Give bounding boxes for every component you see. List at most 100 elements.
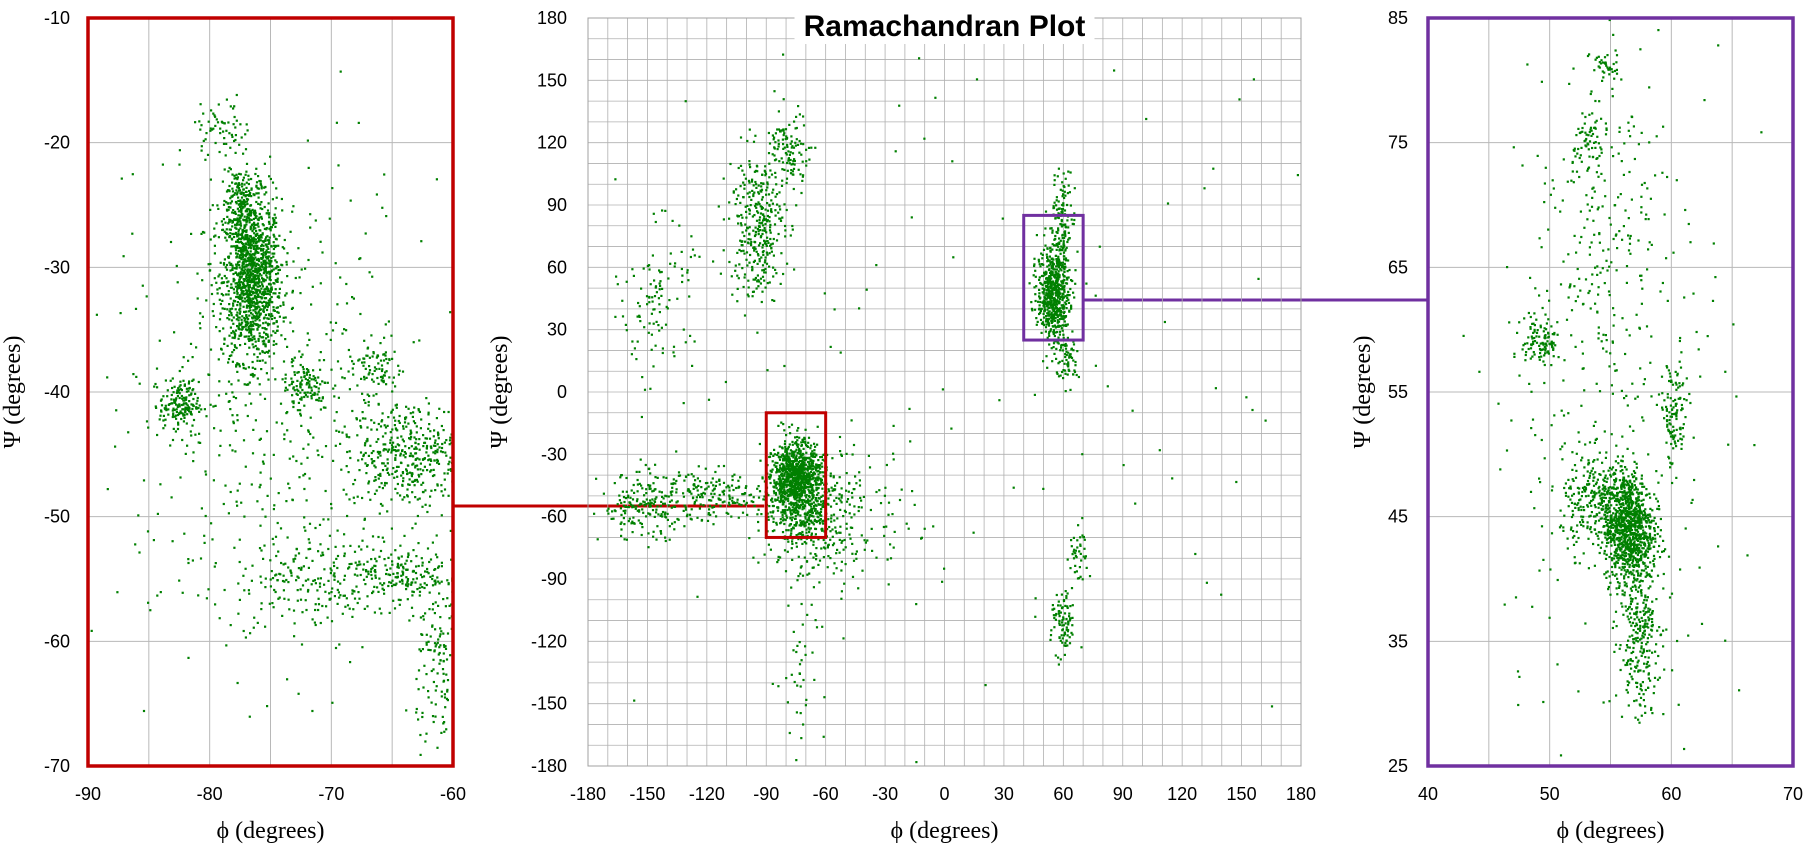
data-point — [243, 292, 246, 295]
data-point — [245, 229, 248, 232]
data-point — [260, 243, 264, 246]
data-point — [341, 431, 344, 434]
data-point — [223, 307, 226, 310]
data-point — [624, 509, 627, 512]
data-point — [258, 179, 261, 183]
data-point — [372, 380, 375, 383]
data-point — [782, 519, 785, 522]
data-point — [783, 488, 786, 492]
data-point — [237, 203, 240, 206]
data-point — [253, 335, 256, 338]
data-point — [793, 466, 797, 469]
data-point — [308, 380, 311, 383]
y-tick-label: -70 — [44, 756, 70, 776]
data-point — [796, 452, 799, 455]
data-point — [816, 466, 819, 469]
data-point — [436, 431, 440, 434]
data-point — [812, 515, 815, 518]
data-point — [323, 381, 326, 384]
data-point — [229, 310, 232, 313]
data-point — [418, 594, 421, 597]
data-point — [401, 573, 405, 576]
data-point — [330, 507, 333, 510]
data-point — [259, 239, 262, 242]
data-point — [257, 196, 260, 199]
data-point — [434, 439, 437, 442]
data-point — [805, 451, 808, 454]
data-point — [300, 566, 303, 569]
data-point — [377, 403, 380, 406]
data-point — [732, 488, 735, 492]
data-point — [269, 559, 272, 562]
data-point — [181, 591, 184, 594]
data-point — [251, 313, 254, 316]
data-point — [244, 203, 247, 207]
data-point — [357, 563, 360, 566]
data-point — [238, 223, 241, 226]
data-point — [707, 513, 710, 516]
data-point — [372, 590, 375, 593]
data-point — [255, 246, 258, 249]
data-point — [264, 239, 267, 242]
data-point — [789, 509, 792, 512]
data-point — [235, 202, 238, 205]
data-point — [757, 529, 760, 532]
data-point — [799, 493, 802, 496]
data-point — [188, 387, 191, 390]
data-point — [248, 327, 251, 330]
data-point — [343, 425, 346, 428]
data-point — [223, 258, 226, 261]
data-point — [443, 410, 446, 414]
data-point — [339, 276, 342, 279]
data-point — [304, 391, 307, 394]
data-point — [189, 410, 192, 413]
data-point — [794, 478, 797, 481]
data-point — [434, 489, 437, 492]
data-point — [772, 520, 775, 523]
data-point — [429, 635, 432, 638]
data-point — [247, 243, 250, 246]
data-point — [279, 527, 283, 530]
data-point — [348, 498, 351, 501]
data-point — [314, 608, 317, 612]
data-point — [438, 662, 441, 665]
data-point — [269, 290, 272, 293]
data-point — [817, 477, 821, 480]
data-point — [390, 451, 393, 454]
data-point — [212, 405, 215, 408]
data-point — [427, 413, 430, 416]
data-point — [221, 307, 224, 310]
data-point — [331, 587, 334, 590]
data-point — [294, 557, 297, 560]
data-point — [235, 193, 239, 196]
data-point — [232, 107, 235, 110]
data-point — [440, 695, 443, 698]
data-point — [809, 447, 812, 450]
data-point — [218, 454, 221, 457]
data-point — [231, 307, 234, 310]
data-point — [818, 522, 822, 525]
data-point — [242, 367, 245, 370]
data-point — [671, 522, 674, 525]
data-point — [284, 562, 287, 565]
data-point — [382, 588, 385, 592]
data-point — [240, 209, 243, 212]
data-point — [260, 263, 263, 267]
data-point — [247, 216, 250, 220]
data-point — [284, 386, 287, 389]
data-point — [169, 444, 172, 447]
data-point — [349, 355, 352, 358]
data-point — [775, 521, 778, 524]
data-point — [781, 475, 784, 478]
data-point — [298, 476, 301, 479]
data-point — [162, 427, 165, 430]
data-point — [276, 277, 279, 280]
data-point — [300, 398, 303, 401]
data-point — [259, 203, 262, 206]
data-point — [370, 334, 373, 337]
data-point — [374, 557, 377, 560]
data-point — [195, 346, 198, 349]
data-point — [393, 607, 397, 610]
data-point — [284, 338, 287, 341]
data-point — [152, 539, 155, 542]
